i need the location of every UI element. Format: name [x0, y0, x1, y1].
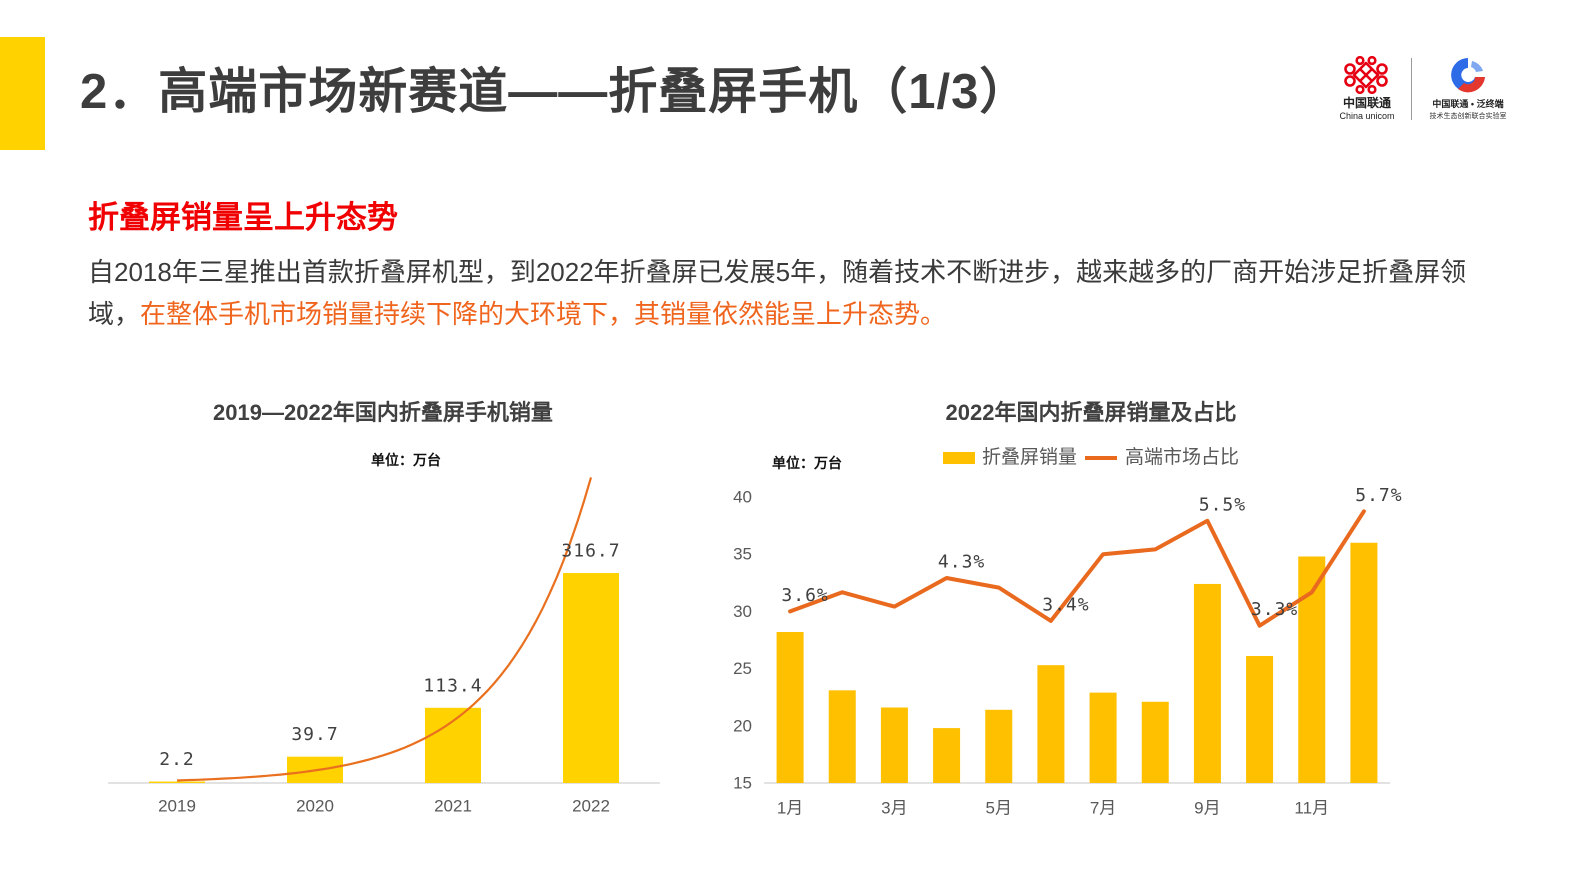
- y-tick-label-40: 40: [733, 488, 752, 507]
- trendline: [176, 477, 593, 782]
- sales-bar-month-12: [1350, 542, 1378, 783]
- y-tick-label-25: 25: [733, 659, 752, 678]
- sales-bar-month-8: [1141, 701, 1169, 783]
- chart2-title: 2022年国内折叠屏销量及占比: [945, 400, 1237, 425]
- data-label-2019: 2.2: [159, 749, 195, 770]
- chart1-title: 2019—2022年国内折叠屏手机销量: [213, 400, 553, 425]
- x-tick-label-month-5: 5月: [986, 799, 1012, 818]
- y-tick-label-15: 15: [733, 774, 752, 793]
- sales-bar-month-9: [1193, 583, 1221, 783]
- sales-bar-month-2: [828, 690, 856, 783]
- share-label-month-1: 3.6%: [781, 585, 828, 606]
- data-label-2020: 39.7: [291, 724, 338, 745]
- bar-2019: [149, 781, 205, 783]
- share-label-month-4: 4.3%: [938, 552, 985, 573]
- body-paragraph: 自2018年三星推出首款折叠屏机型，到2022年折叠屏已发展5年，随着技术不断进…: [88, 251, 1480, 335]
- x-tick-label-month-11: 11月: [1294, 799, 1329, 818]
- legend-bar-swatch: [943, 452, 975, 464]
- share-label-month-9: 5.5%: [1199, 494, 1246, 515]
- legend-line-label: 高端市场占比: [1125, 447, 1240, 468]
- x-tick-label-2019: 2019: [158, 797, 196, 816]
- logo-divider: [1411, 58, 1412, 120]
- chart1-plot: 2.2 39.7 113.4 316.7 2019 2020 2021 2022: [108, 477, 660, 816]
- body-highlight: 在整体手机市场销量持续下降的大环境下，其销量依然能呈上升态势。: [140, 299, 947, 329]
- sales-bar-month-3: [880, 707, 908, 783]
- x-tick-label-month-9: 9月: [1194, 799, 1220, 818]
- legend-bar-label: 折叠屏销量: [982, 447, 1078, 468]
- chart2-unit-note: 单位：万台: [772, 455, 842, 471]
- chart1-unit-note: 单位：万台: [371, 452, 441, 468]
- x-tick-label-2020: 2020: [296, 797, 334, 816]
- legend-line-swatch: [1085, 456, 1117, 460]
- data-label-2021: 113.4: [423, 675, 482, 696]
- y-tick-label-20: 20: [733, 716, 752, 735]
- sales-bar-month-1: [776, 631, 804, 783]
- sales-bar-month-7: [1089, 692, 1117, 783]
- lab-circle-icon: [1451, 58, 1485, 93]
- lab-name-line1: 中国联通 • 泛终端: [1432, 99, 1504, 109]
- x-tick-label-2021: 2021: [434, 797, 472, 816]
- unicom-name-cn: 中国联通: [1342, 96, 1391, 110]
- x-tick-label-month-1: 1月: [777, 799, 803, 818]
- china-unicom-knot-icon: [1344, 56, 1388, 94]
- section-heading: 折叠屏销量呈上升态势: [88, 200, 398, 235]
- unicom-name-en: China unicom: [1339, 111, 1395, 121]
- y-tick-label-30: 30: [733, 602, 752, 621]
- page-title: 2．高端市场新赛道——折叠屏手机（1/3）: [80, 65, 1030, 119]
- bar-2021: [425, 707, 481, 783]
- share-label-month-6: 3.4%: [1042, 594, 1089, 615]
- sales-bar-month-5: [985, 709, 1013, 783]
- sales-bar-month-10: [1246, 656, 1274, 783]
- body-text: 自2018年三星推出首款折叠屏机型，到2022年折叠屏已发展5年，随着技术不断进…: [88, 257, 1467, 329]
- x-tick-label-2022: 2022: [572, 797, 610, 816]
- chart2-plot: 15 20 25 30 35 40 3.6% 4.3% 3.4% 5.5% 3.3% 5.7% 1月 3月…: [733, 485, 1402, 818]
- share-label-month-10: 3.3%: [1251, 599, 1298, 620]
- accent-bar: [0, 37, 45, 150]
- x-tick-label-month-3: 3月: [881, 799, 907, 818]
- sales-bar-month-6: [1037, 665, 1065, 783]
- x-tick-label-month-7: 7月: [1090, 799, 1116, 818]
- data-label-2022: 316.7: [561, 541, 620, 562]
- lab-name-line2: 技术生态创新联合实验室: [1429, 113, 1507, 120]
- share-line: [788, 509, 1366, 628]
- share-label-month-12: 5.7%: [1355, 485, 1402, 506]
- sales-bar-month-4: [933, 728, 961, 783]
- y-tick-label-35: 35: [733, 545, 752, 564]
- bar-2022: [563, 573, 619, 783]
